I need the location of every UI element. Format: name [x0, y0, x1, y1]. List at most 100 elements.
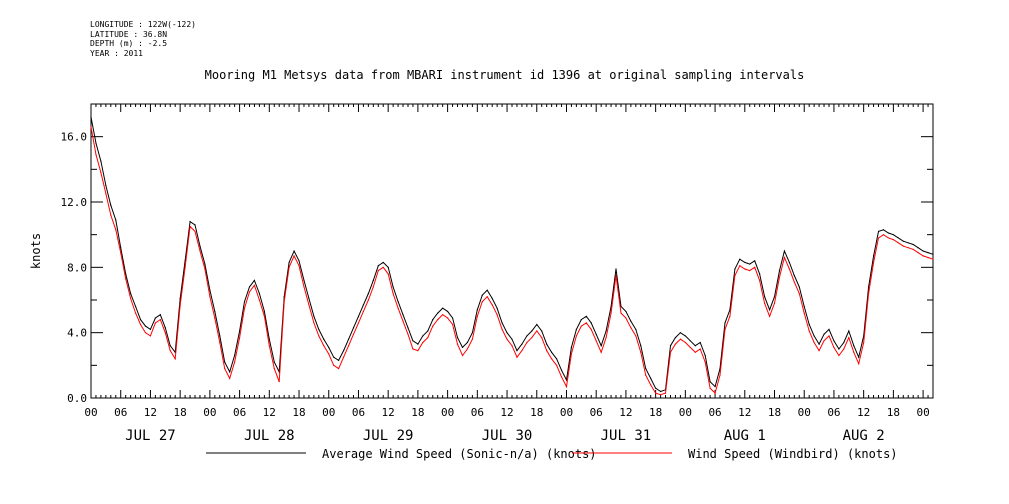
series-0-point	[486, 289, 488, 291]
series-1-point	[531, 336, 533, 339]
series-0-point	[298, 260, 300, 262]
series-1-point	[338, 368, 340, 370]
axes: 0.0 4.0 8.0 12.0 16.0 00 06 12 18 00 06 12 18 00 06 12 1…	[61, 104, 934, 444]
series-0-point	[635, 328, 637, 330]
series-1-point	[303, 286, 305, 288]
series-0-point	[219, 335, 221, 337]
series-1-point	[511, 345, 513, 347]
series-0-point	[764, 296, 766, 298]
series-0-point	[169, 345, 171, 347]
series-1-point	[565, 385, 568, 388]
series-1-point	[858, 363, 860, 365]
series-1-point	[887, 237, 890, 239]
series-1-point	[159, 319, 161, 321]
y-tick-label: 0.0	[67, 392, 87, 405]
series-0-point	[402, 314, 404, 316]
series-0-point	[204, 263, 206, 265]
series-0-point	[897, 237, 899, 239]
series-1-point	[352, 333, 355, 335]
metadata-block: LONGITUDE : 122W(-122) LATITUDE : 36.8N …	[90, 20, 196, 58]
series-0-point	[243, 301, 246, 303]
x-tick-label: 00	[679, 406, 692, 419]
series-0-point	[318, 328, 320, 330]
series-0-point	[392, 286, 394, 288]
series-1-point	[877, 237, 880, 239]
series-1-point	[699, 348, 701, 350]
y-tick-label: 8.0	[67, 261, 87, 274]
series-0-point	[560, 369, 563, 371]
series-1-point	[907, 247, 909, 249]
series-0-point	[818, 343, 820, 345]
series-0-point	[773, 296, 776, 298]
series-1-point	[615, 274, 617, 277]
series-0-point	[650, 377, 652, 379]
series-1-point	[684, 341, 686, 344]
x-day-label: JUL 31	[601, 428, 652, 444]
series-0-point	[803, 305, 805, 308]
series-0-point	[134, 305, 137, 308]
series-1-point	[526, 341, 528, 344]
series-1-point	[95, 154, 97, 156]
series-1-point	[224, 368, 226, 370]
y-tick-label: 12.0	[61, 196, 88, 209]
series-0-point	[714, 385, 716, 388]
series-0-point	[417, 343, 419, 345]
series-0-point	[833, 340, 835, 342]
series-1-point	[813, 341, 815, 344]
series-1-point	[234, 361, 236, 363]
x-tick-label: 00	[916, 406, 929, 419]
series-0-point	[704, 354, 706, 357]
x-tick-label: 06	[352, 406, 365, 419]
series-layer	[90, 116, 934, 396]
series-0-point	[466, 341, 469, 344]
series-0-point	[179, 297, 181, 299]
x-tick-label: 00	[560, 406, 573, 419]
series-1-point	[541, 336, 543, 339]
series-0-point	[209, 289, 211, 291]
series-1-point	[298, 265, 300, 267]
series-1-point	[278, 381, 280, 383]
series-1-point	[620, 312, 622, 314]
series-0-point	[229, 371, 231, 373]
series-1-point	[268, 345, 270, 347]
x-tick-label: 00	[441, 406, 454, 419]
series-1-point	[659, 394, 662, 396]
series-1-point	[110, 214, 112, 216]
series-1-point	[872, 261, 875, 264]
series-1-point	[744, 268, 746, 270]
series-0-point	[461, 346, 464, 348]
series-1-point	[313, 322, 315, 324]
series-0-point	[630, 320, 632, 322]
series-1-point	[343, 356, 345, 358]
series-0-point	[159, 314, 161, 316]
x-tick-label: 12	[382, 406, 395, 419]
series-1-point	[645, 374, 647, 376]
series-1-point	[823, 340, 825, 342]
series-1-point	[476, 315, 478, 317]
series-1-point	[382, 266, 384, 268]
series-1-point	[120, 252, 122, 254]
series-0-point	[872, 255, 875, 257]
x-tick-label: 00	[84, 406, 97, 419]
series-0-point	[585, 315, 587, 317]
x-day-label: JUL 27	[125, 428, 176, 444]
series-1-point	[273, 368, 275, 370]
series-1-point	[115, 229, 117, 231]
x-tick-label: 12	[857, 406, 870, 419]
series-0-point	[442, 307, 444, 309]
series-1-point	[655, 392, 657, 394]
series-1-point	[90, 126, 92, 128]
series-1-point	[912, 248, 914, 250]
series-1-point	[788, 268, 790, 270]
series-1-point	[154, 322, 156, 324]
chart-title: Mooring M1 Metsys data from MBARI instru…	[204, 68, 805, 82]
x-tick-label: 18	[768, 406, 781, 419]
series-0-point	[387, 266, 389, 268]
series-1-point	[808, 330, 810, 332]
series-1-point	[882, 234, 885, 236]
series-0-point	[90, 116, 92, 118]
series-0-point	[238, 330, 241, 332]
x-day-label: AUG 2	[843, 428, 885, 444]
series-0-point	[333, 356, 335, 358]
series-0-point	[932, 253, 934, 255]
